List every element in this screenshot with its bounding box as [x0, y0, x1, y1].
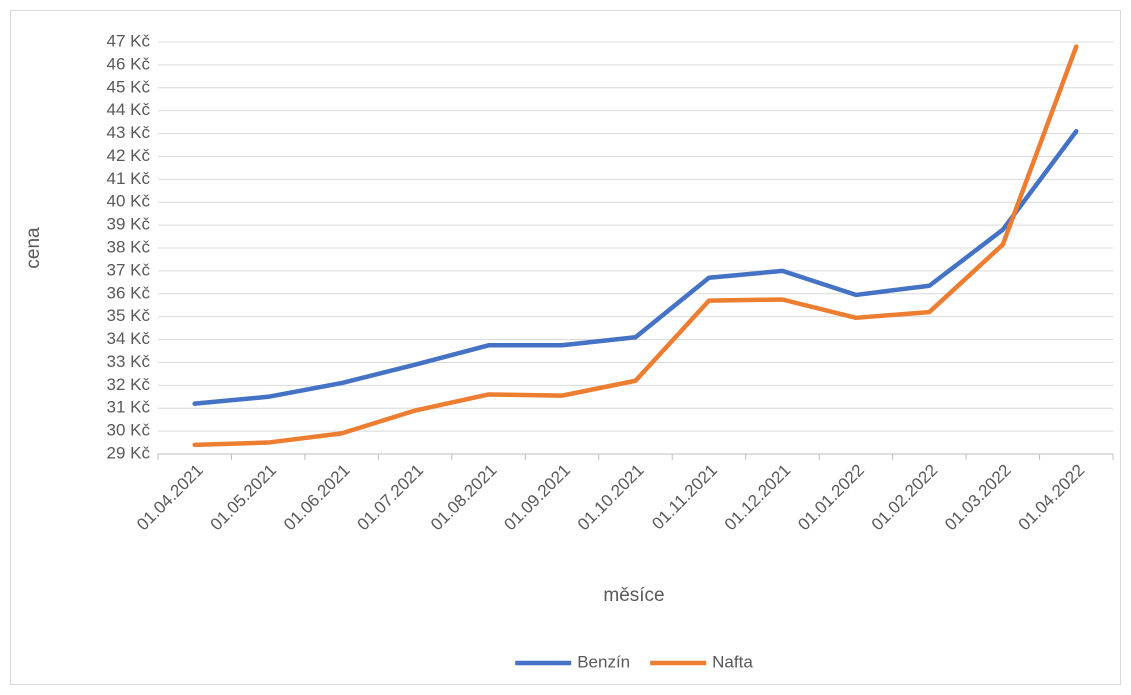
legend-label: Benzín: [577, 652, 630, 671]
y-tick-label: 43 Kč: [107, 123, 151, 142]
y-tick-label: 37 Kč: [107, 260, 151, 279]
y-tick-label: 30 Kč: [107, 421, 151, 440]
y-tick-label: 32 Kč: [107, 375, 151, 394]
y-tick-label: 44 Kč: [107, 100, 151, 119]
y-tick-label: 31 Kč: [107, 398, 151, 417]
legend-label: Nafta: [712, 652, 753, 671]
y-tick-label: 45 Kč: [107, 77, 151, 96]
y-tick-label: 35 Kč: [107, 306, 151, 325]
series-line: [192, 44, 1079, 448]
y-tick-label: 38 Kč: [107, 237, 151, 256]
y-tick-label: 40 Kč: [107, 192, 151, 211]
y-tick-label: 34 Kč: [107, 329, 151, 348]
y-tick-label: 41 Kč: [107, 169, 151, 188]
y-tick-label: 47 Kč: [107, 31, 151, 50]
y-tick-label: 39 Kč: [107, 215, 151, 234]
series-line: [192, 129, 1079, 406]
y-tick-label: 36 Kč: [107, 283, 151, 302]
y-axis-title: cena: [23, 227, 44, 269]
y-tick-label: 29 Kč: [107, 443, 151, 462]
y-tick-label: 33 Kč: [107, 352, 151, 371]
chart-border: [10, 10, 1121, 685]
y-tick-label: 46 Kč: [107, 54, 151, 73]
x-axis-title: měsíce: [603, 585, 664, 606]
y-tick-label: 42 Kč: [107, 146, 151, 165]
